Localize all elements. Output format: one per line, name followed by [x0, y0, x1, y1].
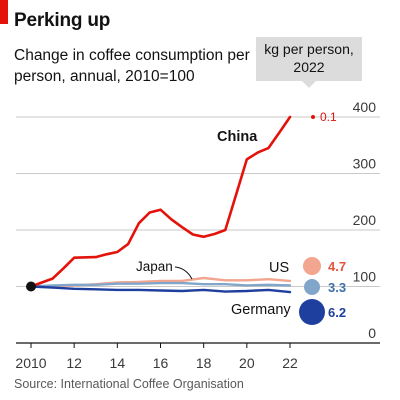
- bubble-label-japan: 3.3: [328, 280, 346, 295]
- series-label-germany: Germany: [231, 302, 291, 318]
- y-tick-label: 0: [368, 325, 376, 341]
- china-value-label: 0.1: [320, 110, 337, 124]
- base-year-point: [26, 281, 36, 292]
- y-tick-label: 400: [353, 99, 377, 115]
- bubble-label-us: 4.7: [328, 259, 346, 274]
- series-line-japan: [29, 281, 292, 288]
- unit-callout-label: kg per person, 2022: [264, 41, 354, 75]
- bubble-japan: [304, 279, 320, 295]
- series-line-germany: [29, 285, 292, 294]
- x-tick-label: 16: [153, 355, 169, 371]
- chart-subtitle: Change in coffee consumption per person,…: [14, 47, 250, 85]
- x-tick-label: 14: [110, 355, 126, 371]
- x-tick-label: 18: [196, 355, 212, 371]
- bubble-label-germany: 6.2: [328, 305, 346, 320]
- x-tick-label: 22: [282, 355, 298, 371]
- unit-callout-arrow: [302, 81, 316, 88]
- series-label-japan: Japan: [136, 259, 173, 274]
- brand-tag: [0, 0, 8, 24]
- x-tick-label: 2010: [15, 355, 46, 371]
- y-tick-label: 200: [353, 212, 377, 228]
- japan-leader-line: [174, 266, 193, 280]
- bubble-germany: [299, 299, 325, 325]
- series-line-china: [29, 115, 292, 288]
- series-label-china: China: [217, 129, 258, 145]
- chart-title: Perking up: [14, 10, 111, 31]
- bubble-us: [303, 257, 321, 275]
- source-note: Source: International Coffee Organisatio…: [14, 377, 244, 391]
- unit-callout-box: [256, 37, 362, 81]
- series-label-us: US: [269, 260, 289, 276]
- y-tick-label: 300: [353, 156, 377, 172]
- x-tick-label: 12: [66, 355, 82, 371]
- y-tick-label: 100: [353, 269, 377, 285]
- china-value-dot: [311, 115, 315, 119]
- x-tick-label: 20: [239, 355, 255, 371]
